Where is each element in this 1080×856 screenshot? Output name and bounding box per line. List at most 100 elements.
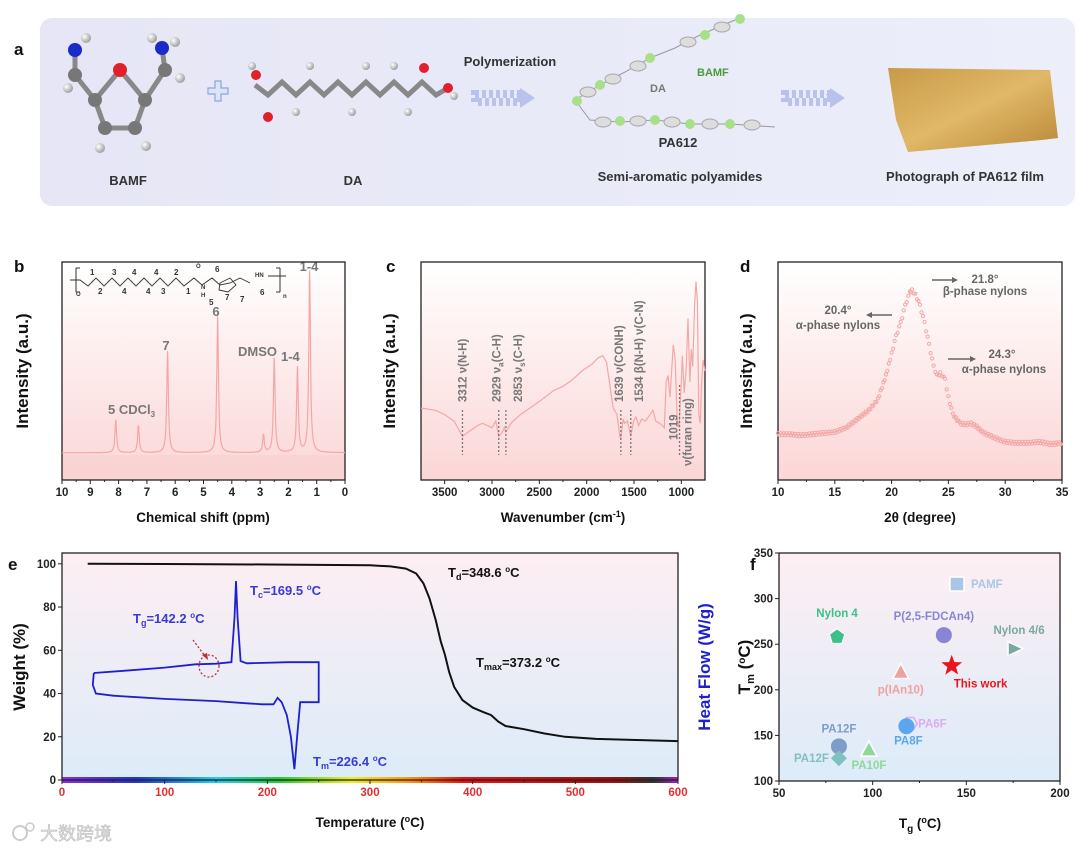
- xrd-data-point: [938, 370, 943, 375]
- xrd-data-point: [877, 394, 882, 399]
- x-tick-label: 10: [772, 487, 785, 499]
- x-tick-label: 35: [1056, 487, 1069, 499]
- xrd-annotations: 21.8° β-phase nylons 20.4° α-phase nylon…: [796, 274, 1046, 376]
- nmr-spectrum-line: [62, 270, 345, 454]
- ftir-peak-label: 2853 νs(C-H): [513, 334, 527, 402]
- x-axis-title-b: Chemical shift (ppm): [136, 510, 270, 525]
- structure-label: O: [196, 264, 201, 270]
- scatter-point-label: PA12F: [821, 723, 856, 735]
- watermark: 大数跨境: [40, 824, 112, 844]
- circle-marker-icon: [830, 738, 847, 755]
- xrd-label-angle: 21.8°: [972, 274, 999, 286]
- plot-area-e: [62, 553, 678, 780]
- tc-label: Tc=169.5 oC: [250, 583, 322, 600]
- y-tick-label: 80: [43, 602, 56, 614]
- scatter-point-label: P(2,5-FDCAn4): [894, 611, 975, 623]
- xrd-data-point: [883, 372, 889, 377]
- x-axis-title-d: 2θ (degree): [884, 510, 956, 525]
- structure-label: 7: [225, 293, 230, 302]
- xrd-label-phase: β-phase nylons: [943, 286, 1027, 298]
- x-tick-label: 4: [229, 487, 236, 499]
- xrd-data-point: [928, 351, 933, 356]
- xrd-data-point: [888, 357, 893, 363]
- y-tick-label: 150: [754, 730, 773, 742]
- diamond-marker-icon: [830, 750, 847, 767]
- xrd-data-point: [949, 405, 954, 410]
- x-tick-label: 10: [56, 487, 69, 499]
- scatter-point-label: Nylon 4: [816, 608, 858, 620]
- x-tick-label: 200: [1050, 788, 1069, 800]
- panel-letter-d: d: [740, 257, 750, 276]
- x-tick-label: 200: [258, 787, 277, 799]
- x-tick-label: 1: [313, 487, 320, 499]
- x-tick-label: 5: [200, 487, 207, 499]
- plot-area-f: [779, 553, 1060, 781]
- x-tick-label: 600: [668, 787, 687, 799]
- xrd-data-point: [930, 356, 935, 361]
- xrd-data-point: [895, 330, 900, 335]
- structure-label: N: [201, 285, 205, 291]
- x-tick-label: 50: [773, 788, 786, 800]
- scatter-point-label: PA6F: [918, 719, 947, 731]
- structure-label: 5: [209, 298, 214, 307]
- xrd-data-point: [947, 401, 953, 407]
- x-tick-label: 20: [885, 487, 898, 499]
- xrd-data-point: [924, 329, 929, 334]
- xrd-data-point: [872, 399, 878, 405]
- xrd-label-phase: α-phase nylons: [796, 320, 880, 332]
- ftir-peak-label: ν(furan ring): [683, 398, 695, 466]
- structure-label: 3: [161, 287, 166, 296]
- dsc-curve: [91, 581, 320, 770]
- xrd-data-point: [874, 400, 879, 405]
- xrd-data-point: [879, 386, 885, 391]
- xrd-label-angle: 20.4°: [825, 305, 852, 317]
- structure-label: 1: [186, 287, 191, 296]
- polymer-chain-diagram: [572, 14, 776, 131]
- da-molecule: [248, 62, 458, 122]
- pa612-film-photo: [888, 68, 1058, 152]
- chart-marks: 10 9 8 7 6 5 4 3 2 1 0 3500 3000 2500 2000 1500 10003312…: [37, 261, 1070, 800]
- pentagon-marker-icon: [828, 628, 846, 644]
- x-axis-title-e: Temperature (oC): [316, 814, 425, 830]
- x-tick-label: 3500: [432, 487, 458, 499]
- panel-letter-a: a: [14, 40, 24, 59]
- tmax-label: Tmax=373.2 oC: [476, 655, 561, 672]
- panel-a: a BAMF DA Polymerization: [14, 14, 1075, 206]
- y-tick-label: 100: [754, 776, 773, 788]
- tg-arrow-icon: [192, 639, 206, 657]
- structure-label: n: [283, 294, 287, 300]
- ftir-peak-label: 1534 β(N-H) ν(C-N): [634, 300, 646, 402]
- nmr-label-1-4: 1-4: [281, 349, 301, 364]
- ftir-spectrum-line: [420, 281, 706, 441]
- plot-area-c: [421, 262, 705, 480]
- xrd-data-point: [977, 426, 982, 431]
- scheme-background: [40, 18, 1075, 206]
- x-axis-title-f: Tg (oC): [899, 815, 941, 835]
- xrd-data-point: [913, 291, 918, 296]
- tg-circle-marker: [198, 654, 220, 678]
- y-tick-label: 250: [754, 639, 773, 651]
- structure-label: 4: [132, 268, 137, 277]
- xrd-data-point: [886, 361, 891, 366]
- x-tick-label: 9: [87, 487, 93, 499]
- xrd-data-point: [856, 416, 862, 421]
- pa612-label: PA612: [659, 135, 698, 150]
- ftir-peak-label: 3312 ν(N-H): [457, 339, 469, 402]
- xrd-data-point: [920, 314, 926, 319]
- structure-label: 4: [122, 287, 127, 296]
- y-tick-label: 100: [37, 559, 56, 571]
- ftir-peak-label: 2929 νa(C-H): [492, 334, 506, 402]
- x-tick-label: 0: [59, 787, 65, 799]
- x-tick-label: 150: [957, 788, 976, 800]
- xrd-data-point: [891, 346, 896, 351]
- tga-curve: [87, 562, 679, 743]
- x-tick-label: 2: [285, 487, 291, 499]
- triangle-marker-icon: [891, 661, 911, 680]
- x-tick-label: 6: [172, 487, 178, 499]
- pa612-repeat-unit-structure: 1 2 3 4 4 4 4 3 2 1 6 5 7 7 6 n O O H N …: [70, 264, 287, 307]
- xrd-data-point: [950, 411, 956, 416]
- ftir-peak-label: 1019: [669, 414, 681, 440]
- circle-marker-icon: [898, 718, 915, 735]
- xrd-data-point: [922, 319, 927, 325]
- x-axis-title-c: Wavenumber (cm-1): [501, 509, 626, 525]
